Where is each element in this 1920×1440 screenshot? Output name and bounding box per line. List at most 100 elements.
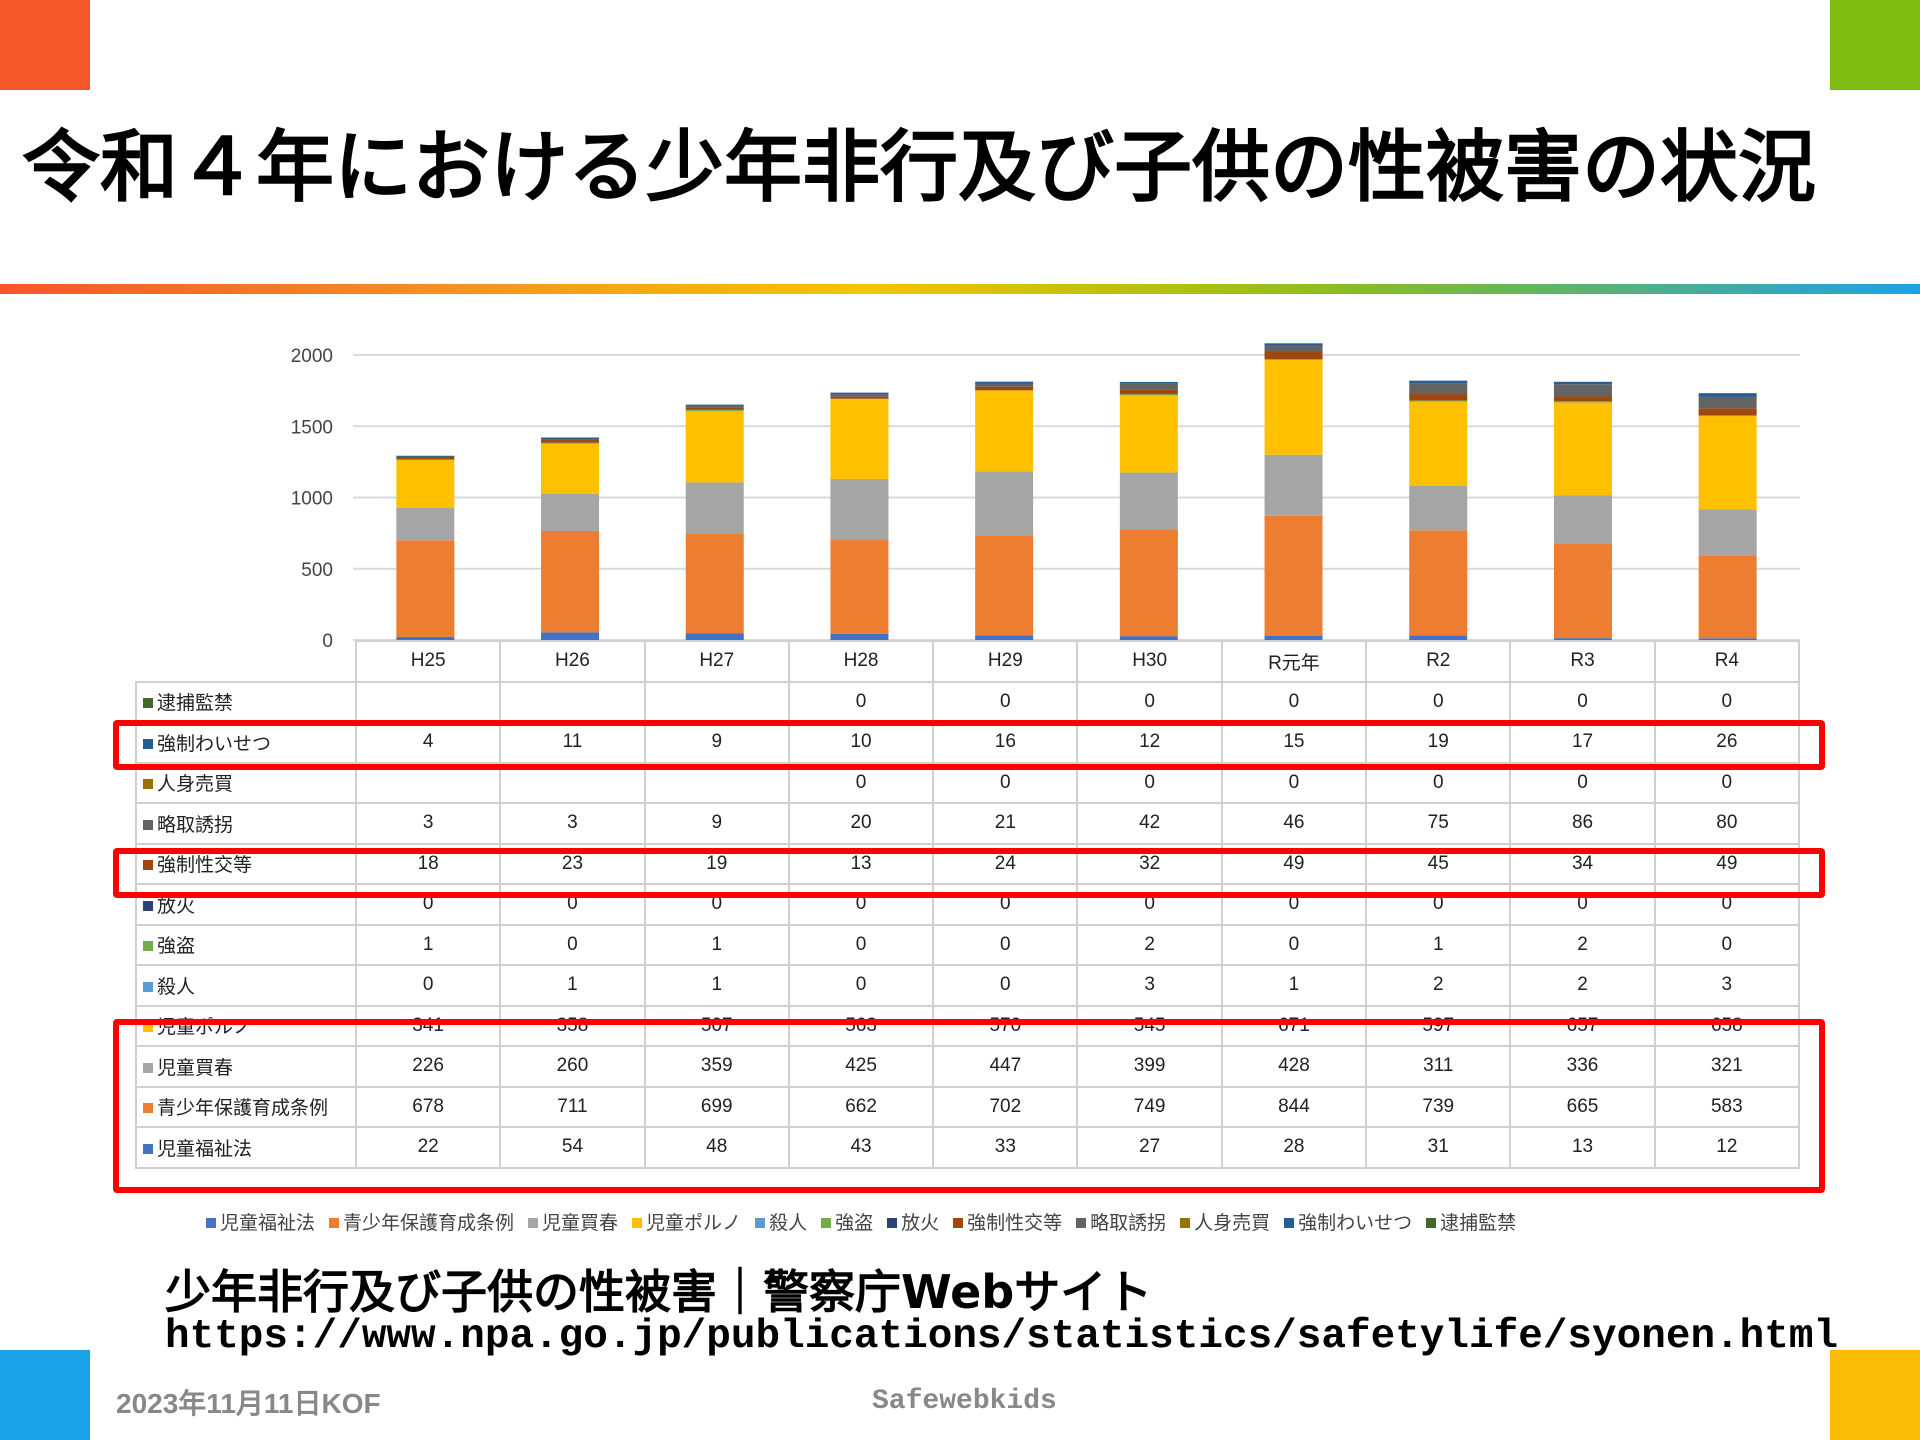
legend-label: 強制わいせつ bbox=[1298, 1213, 1413, 1234]
bar-segment bbox=[541, 530, 600, 633]
bar-segment bbox=[830, 396, 889, 399]
data-cell: 399 bbox=[1076, 1045, 1223, 1088]
bar-segment bbox=[1698, 408, 1757, 416]
legend-swatch-icon bbox=[953, 1218, 964, 1228]
x-category-label: H30 bbox=[1076, 640, 1223, 683]
data-cell: 0 bbox=[1220, 680, 1368, 723]
data-cell: 583 bbox=[1653, 1085, 1801, 1128]
row-label: 略取誘拐 bbox=[135, 802, 357, 845]
data-cell: 1 bbox=[499, 964, 646, 1007]
legend-swatch-icon bbox=[143, 941, 153, 952]
bar-segment bbox=[541, 442, 600, 444]
bar-segment bbox=[830, 633, 889, 640]
data-cell: 86 bbox=[1509, 802, 1656, 845]
data-cell: 597 bbox=[1365, 1004, 1512, 1047]
data-cell: 12 bbox=[1653, 1126, 1801, 1169]
bar-segment bbox=[1698, 415, 1757, 510]
y-tick-label: 500 bbox=[301, 560, 333, 581]
bar-segment bbox=[396, 508, 455, 541]
bar-segment bbox=[1409, 530, 1468, 636]
bar-segment bbox=[1698, 415, 1757, 417]
data-cell: 9 bbox=[643, 802, 790, 845]
bar-segment bbox=[1553, 543, 1612, 639]
data-cell: 46 bbox=[1220, 802, 1368, 845]
data-cell: 447 bbox=[932, 1045, 1079, 1088]
legend-swatch-icon bbox=[143, 1022, 153, 1033]
source-title: 少年非行及び子供の性被害｜警察庁Webサイト bbox=[165, 1265, 1153, 1319]
bar-segment bbox=[1698, 638, 1757, 640]
header-corner bbox=[136, 641, 357, 683]
bar-segment bbox=[1553, 401, 1612, 496]
corner-decoration-top-left bbox=[0, 0, 90, 90]
source-url[interactable]: https://www.npa.go.jp/publications/stati… bbox=[165, 1314, 1839, 1360]
row-label: 青少年保護育成条例 bbox=[135, 1085, 357, 1128]
legend-swatch-icon bbox=[1426, 1218, 1437, 1228]
data-cell bbox=[499, 680, 646, 723]
data-cell: 3 bbox=[354, 802, 502, 845]
bar-segment bbox=[396, 540, 455, 637]
series-name: 強制性交等 bbox=[157, 855, 253, 877]
bar-segment bbox=[685, 409, 744, 411]
data-cell: 739 bbox=[1365, 1085, 1512, 1128]
data-cell: 336 bbox=[1509, 1045, 1656, 1088]
data-cell: 260 bbox=[499, 1045, 646, 1088]
data-cell: 662 bbox=[787, 1085, 935, 1128]
legend-swatch-icon bbox=[143, 860, 153, 871]
data-cell: 12 bbox=[1076, 721, 1223, 764]
y-tick-label: 2000 bbox=[291, 346, 333, 367]
legend-label: 児童ポルノ bbox=[646, 1213, 742, 1234]
data-cell: 0 bbox=[1076, 680, 1223, 723]
table-row: 児童福祉法 22 54 48 43 33 27 28 31 13 12 bbox=[135, 1126, 1801, 1169]
data-cell: 0 bbox=[1365, 883, 1512, 926]
series-name: 強盗 bbox=[157, 936, 196, 958]
row-label: 殺人 bbox=[135, 964, 357, 1007]
bar-segment bbox=[830, 478, 889, 540]
bar-segment bbox=[685, 482, 744, 534]
data-cell: 3 bbox=[1076, 964, 1223, 1007]
legend-item: 青少年保護育成条例 bbox=[329, 1213, 514, 1234]
data-cell: 11 bbox=[499, 721, 646, 764]
bar-segment bbox=[1264, 345, 1323, 353]
data-cell: 0 bbox=[787, 964, 935, 1007]
data-cell: 28 bbox=[1220, 1126, 1368, 1169]
bar-segment bbox=[1264, 515, 1323, 637]
bar-segment bbox=[1698, 396, 1757, 409]
data-cell: 699 bbox=[643, 1085, 790, 1128]
bar-segment bbox=[1409, 400, 1468, 402]
legend-item: 強制わいせつ bbox=[1284, 1213, 1412, 1234]
data-cell: 665 bbox=[1509, 1085, 1656, 1128]
bar-segment bbox=[1409, 394, 1468, 401]
bar-segment bbox=[830, 398, 889, 479]
data-cell: 0 bbox=[932, 964, 1079, 1007]
data-cell: 658 bbox=[1653, 1004, 1801, 1047]
highlight-box-kyouseiseikou bbox=[113, 848, 1825, 898]
legend-label: 青少年保護育成条例 bbox=[343, 1213, 515, 1234]
row-label: 児童福祉法 bbox=[135, 1126, 357, 1169]
x-category-label: H26 bbox=[499, 640, 646, 683]
data-cell: 0 bbox=[643, 883, 790, 926]
bar-segment bbox=[1409, 380, 1468, 384]
legend-swatch-icon bbox=[1284, 1218, 1295, 1228]
table-row: 青少年保護育成条例 678 711 699 662 702 749 844 739 665 583 bbox=[135, 1085, 1801, 1128]
bar-segment bbox=[1698, 393, 1757, 397]
data-cell: 0 bbox=[1509, 883, 1656, 926]
stacked-bar-chart: 0 500 1000 1500 2000 bbox=[291, 343, 1800, 650]
legend-label: 強制性交等 bbox=[967, 1213, 1063, 1234]
gradient-divider bbox=[0, 284, 1920, 294]
data-cell: 678 bbox=[354, 1085, 502, 1128]
legend-swatch-icon bbox=[143, 900, 153, 911]
bar-segment bbox=[975, 471, 1034, 536]
legend-swatch-icon bbox=[143, 698, 153, 709]
legend-item: 児童福祉法 bbox=[206, 1213, 315, 1234]
bar-segment bbox=[1409, 635, 1468, 640]
legend-item: 殺人 bbox=[755, 1213, 807, 1234]
data-cell: 22 bbox=[354, 1126, 502, 1169]
data-cell: 1 bbox=[1220, 964, 1368, 1007]
table-row: 放火 0 0 0 0 0 0 0 0 0 0 bbox=[135, 883, 1801, 926]
table-header-row: H25 H26 H27 H28 H29 H30 R元年 R2 R3 R4 bbox=[136, 640, 1801, 683]
data-cell: 80 bbox=[1653, 802, 1801, 845]
legend-label: 略取誘拐 bbox=[1090, 1213, 1167, 1234]
data-cell: 749 bbox=[1076, 1085, 1223, 1128]
data-cell: 702 bbox=[932, 1085, 1079, 1128]
bar-segment bbox=[396, 455, 455, 457]
